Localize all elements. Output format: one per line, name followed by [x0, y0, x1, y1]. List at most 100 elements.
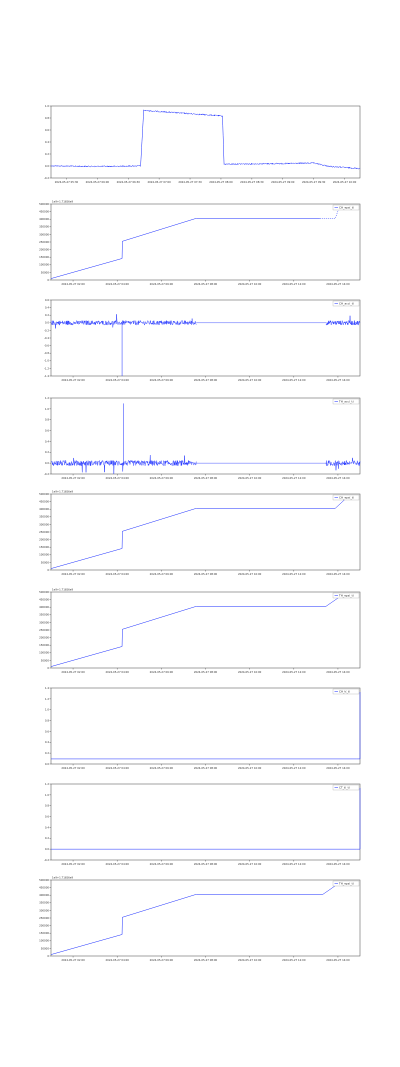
y-tick-label: 0.8 [45, 718, 49, 722]
x-tick-label: 2024-05-27 06:00 [150, 862, 174, 866]
x-tick-label: 2024-05-27 04:00 [106, 766, 130, 770]
y-tick-label: 200000 [39, 248, 49, 252]
y-tick-label: 500000 [39, 492, 49, 496]
y-tick-label: -0.2 [44, 858, 49, 862]
y-tick-label: 500000 [39, 878, 49, 882]
x-tick-label: 2024-05-27 06:00 [150, 766, 174, 770]
y-tick-label: 0.0 [45, 847, 49, 851]
y-tick-label: 0.0 [45, 164, 49, 168]
y-tick-label: 0.2 [45, 313, 49, 317]
chart-svg: 1e9+1.71656e9500000450000400000350000300… [39, 588, 361, 674]
y-tick-label: 0 [47, 278, 49, 282]
y-tick-label: 300000 [39, 232, 49, 236]
y-tick-label: 0.2 [45, 152, 49, 156]
x-tick-label: 2024-05-27 14:00 [326, 958, 350, 962]
x-tick-label: 2024-05-27 14:00 [326, 378, 350, 382]
y-tick-label: 200000 [39, 924, 49, 928]
x-tick-label: 2024-05-27 10:00 [238, 378, 262, 382]
x-tick-label: 2024-05-27 02:00 [61, 282, 85, 286]
chart-svg: 1.2 1.0 0.8 0.6 0.4 0.2 0.0 -0.2 2024-05-27 02:0… [44, 396, 361, 480]
plot-frame [50, 783, 361, 861]
chart-panel-8: 1.2 1.0 0.8 0.6 0.4 0.2 0.0 -0.2 2024-05-27 02:0… [30, 778, 370, 870]
plot-frame [50, 203, 361, 281]
y-tick-label: 200000 [39, 538, 49, 542]
x-tick-label: 2024-05-27 06:00 [150, 572, 174, 576]
x-tick-label: 2024-05-27 02:00 [61, 670, 85, 674]
y-tick-label: 300000 [39, 522, 49, 526]
x-tick-label: 2024-05-27 14:00 [326, 476, 350, 480]
chart-svg: 1e9+1.71656e9500000450000400000350000300… [39, 200, 361, 286]
legend-box [332, 688, 360, 695]
y-tick-label: 100000 [39, 263, 49, 267]
y-tick-label: 450000 [39, 886, 49, 890]
y-tick-label: 300000 [39, 620, 49, 624]
legend-box [332, 784, 360, 791]
y-tick-label: 0.6 [45, 298, 49, 302]
y-tick-label: 1.2 [45, 396, 49, 400]
x-tick-label: 2024-05-27 10:00 [238, 572, 262, 576]
x-tick-label: 2024-05-27 02:00 [61, 378, 85, 382]
y-tick-label: -1.2 [44, 366, 49, 370]
x-tick-label: 2024-05-27 06:00 [150, 476, 174, 480]
x-tick-label: 2024-05-27 04:00 [106, 378, 130, 382]
y-tick-label: 0.6 [45, 729, 49, 733]
y-tick-label: 1.2 [45, 697, 49, 701]
y-tick-label: 350000 [39, 225, 49, 229]
y-tick-label: 0.4 [45, 825, 49, 829]
y-tick-label: -0.2 [44, 472, 49, 476]
x-tick-label: 2024-05-27 06:00 [150, 958, 174, 962]
x-tick-label: 2024-05-27 02:00 [61, 862, 85, 866]
legend-label: CH_t(_t) [339, 690, 350, 694]
y-tick-label: -0.2 [44, 328, 49, 332]
x-tick-label: 2024-05-27 02:00 [61, 766, 85, 770]
y-tick-label: 50000 [41, 560, 50, 564]
y-tick-label: 0.4 [45, 306, 49, 310]
x-tick-label: 2024-05-27 08:00 [194, 862, 218, 866]
legend-label: CH_eps(_t) [339, 206, 354, 210]
y-tick-label: 1.0 [45, 104, 49, 108]
x-tick-label: 2024-05-27 12:00 [282, 766, 306, 770]
chart-svg: 0.6 0.4 0.2 0.0 -0.2 -0.4 -0.6 -0.8 -1.0 -1.2 -1.4… [44, 298, 361, 382]
y-tick-label: 150000 [39, 931, 49, 935]
series-line [50, 597, 339, 667]
x-tick-label: 2024-05-27 09:00 [271, 180, 295, 184]
legend-label: CH_eps(_t) [339, 496, 354, 500]
plot-frame [50, 105, 361, 179]
legend-label: CH_acc(_t) [339, 302, 354, 306]
x-tick-label: 2024-05-27 10:00 [238, 958, 262, 962]
y-tick-label: 100000 [39, 651, 49, 655]
y-tick-label: 250000 [39, 628, 49, 632]
y-tick-label: -1.4 [44, 374, 49, 378]
x-tick-label: 2024-05-27 14:00 [326, 670, 350, 674]
chart-panel-4: 1.2 1.0 0.8 0.6 0.4 0.2 0.0 -0.2 2024-05-27 02:0… [30, 392, 370, 484]
y-tick-label: 350000 [39, 515, 49, 519]
y-tick-label: 450000 [39, 598, 49, 602]
offset-label: 1e9+1.71656e9 [52, 490, 73, 494]
series-line [50, 109, 361, 170]
y-tick-label: -1.0 [44, 359, 49, 363]
y-tick-label: 0 [47, 568, 49, 572]
legend-box [332, 398, 360, 405]
plot-frame [50, 879, 361, 957]
plot-frame [50, 493, 361, 571]
chart-panel-9: 1e9+1.71656e9 500000 450000 400000 350000 300… [30, 874, 370, 966]
y-tick-label: 0.6 [45, 428, 49, 432]
offset-label: 1e9+1.71656e9 [52, 200, 73, 204]
series-noise [325, 457, 361, 471]
x-tick-label: 2024-05-27 06:00 [150, 670, 174, 674]
x-tick-label: 2024-05-27 04:00 [106, 862, 130, 866]
legend-box [332, 204, 360, 211]
x-tick-label: 2024-05-27 14:00 [326, 766, 350, 770]
legend-box [332, 880, 360, 887]
y-tick-label: 0.0 [45, 762, 49, 766]
y-tick-label: 1.0 [45, 407, 49, 411]
y-tick-label: 50000 [41, 658, 50, 662]
x-tick-label: 2024-05-27 08:00 [209, 180, 233, 184]
y-tick-label: -0.6 [44, 344, 49, 348]
chart-panel-1: 1.0 0.8 0.6 0.4 0.2 0.0 -0.2 2024-05-27 05:30 20… [30, 100, 370, 188]
x-tick-label: 2024-05-27 02:00 [61, 476, 85, 480]
y-tick-label: 0.2 [45, 836, 49, 840]
x-tick-label: 2024-05-27 07:00 [147, 180, 171, 184]
x-tick-label: 2024-05-27 12:00 [282, 958, 306, 962]
y-tick-label: 0.0 [45, 321, 49, 325]
